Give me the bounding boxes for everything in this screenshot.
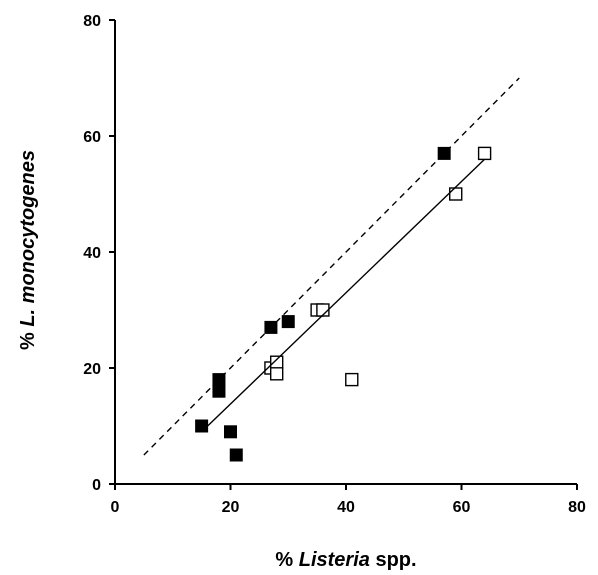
x-tick-label: 0 [111, 499, 120, 516]
x-tick-label: 20 [222, 499, 240, 516]
x-tick-label: 60 [453, 499, 471, 516]
open-square-point [345, 372, 359, 387]
open-square-point [270, 355, 284, 369]
x-tick-label: 40 [337, 499, 355, 516]
regression-line-solid [201, 158, 486, 433]
axis-ticks: 0 20 40 60 80 0 20 40 60 80 [83, 13, 586, 516]
trend-lines [143, 77, 520, 456]
y-axis-label: % L. monocytogenes [17, 150, 39, 350]
y-tick-label: 40 [83, 245, 101, 262]
filled-square-point [229, 448, 243, 462]
open-square-point [449, 187, 463, 201]
reference-line-dashed [143, 77, 520, 456]
filled-square-point [224, 425, 237, 439]
y-tick-label: 20 [83, 361, 101, 378]
y-tick-label: 80 [83, 13, 101, 30]
y-tick-label: 0 [92, 477, 101, 494]
x-axis-label: % Listeria spp. [275, 549, 416, 571]
y-tick-label: 60 [83, 129, 101, 146]
filled-square-point [195, 419, 209, 433]
filled-square-point [281, 315, 295, 329]
data-points [195, 146, 492, 462]
x-tick-label: 80 [568, 499, 586, 516]
filled-square-point [212, 384, 226, 398]
open-square-point [270, 367, 284, 381]
open-square-point [477, 146, 492, 161]
